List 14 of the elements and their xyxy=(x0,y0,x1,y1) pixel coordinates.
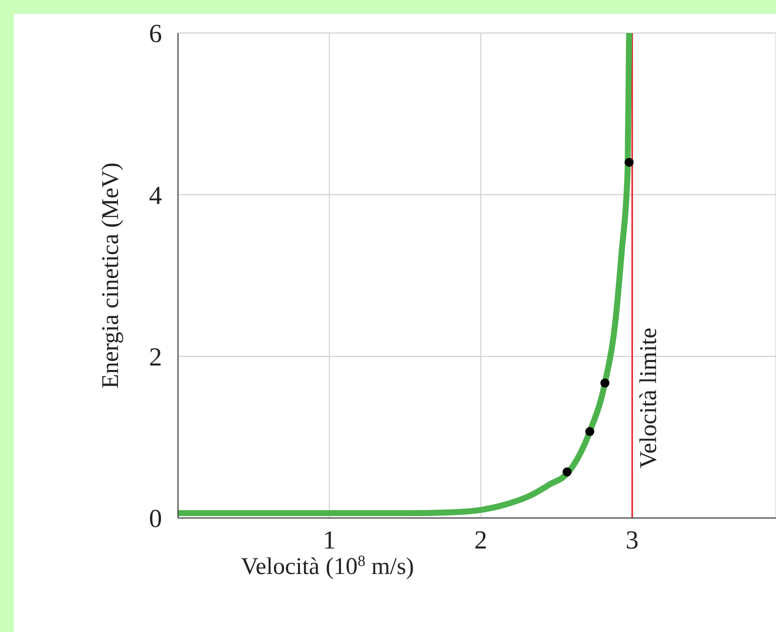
x-tick-label: 3 xyxy=(626,525,639,554)
point xyxy=(600,378,610,388)
y-axis-title: Energia cinetica (MeV) xyxy=(98,162,124,389)
y-tick-label: 0 xyxy=(149,504,162,534)
x-tick-label: 1 xyxy=(322,525,336,554)
y-tick-label: 2 xyxy=(149,342,162,372)
x-tick-label: 2 xyxy=(474,525,488,554)
ref-line-label: Velocità limite xyxy=(636,328,662,468)
y-tick-label: 6 xyxy=(149,19,162,48)
x-axis-title: Velocità (10$^{8}$ m/s) xyxy=(240,552,414,580)
point xyxy=(585,427,594,436)
y-tick-label: 4 xyxy=(149,180,162,210)
point xyxy=(624,158,634,167)
point xyxy=(562,467,572,476)
